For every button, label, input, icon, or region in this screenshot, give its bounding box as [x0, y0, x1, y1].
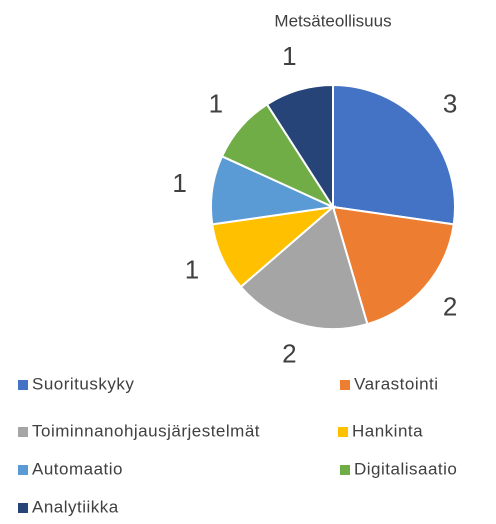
- data-label: 1: [172, 168, 186, 198]
- legend-label: Analytiikka: [32, 497, 119, 516]
- legend-label: Varastointi: [354, 374, 439, 393]
- legend-label: Hankinta: [352, 421, 423, 440]
- legend-label: Suorituskyky: [32, 374, 134, 393]
- legend-swatch: [340, 380, 350, 390]
- pie-slice: [239, 205, 369, 330]
- legend-swatch: [18, 503, 28, 513]
- legend-label: Toiminnanohjausjärjestelmät: [32, 421, 260, 440]
- pie-slice: [331, 205, 455, 326]
- legend-swatch: [340, 465, 350, 475]
- data-label: 2: [443, 291, 457, 321]
- data-label: 1: [209, 88, 223, 118]
- legend-swatch: [338, 427, 348, 437]
- pie-slice: [332, 83, 456, 226]
- legend-swatch: [18, 427, 28, 437]
- pie-slice: [265, 83, 334, 211]
- legend-label: Automaatio: [32, 459, 123, 478]
- chart-title: Metsäteollisuus: [274, 11, 391, 30]
- legend-swatch: [18, 465, 28, 475]
- data-label: 1: [185, 254, 199, 284]
- data-label: 3: [443, 88, 457, 118]
- legend-swatch: [18, 380, 28, 390]
- legend-label: Digitalisaatio: [354, 459, 457, 478]
- data-label: 1: [282, 41, 296, 71]
- data-label: 2: [282, 339, 296, 369]
